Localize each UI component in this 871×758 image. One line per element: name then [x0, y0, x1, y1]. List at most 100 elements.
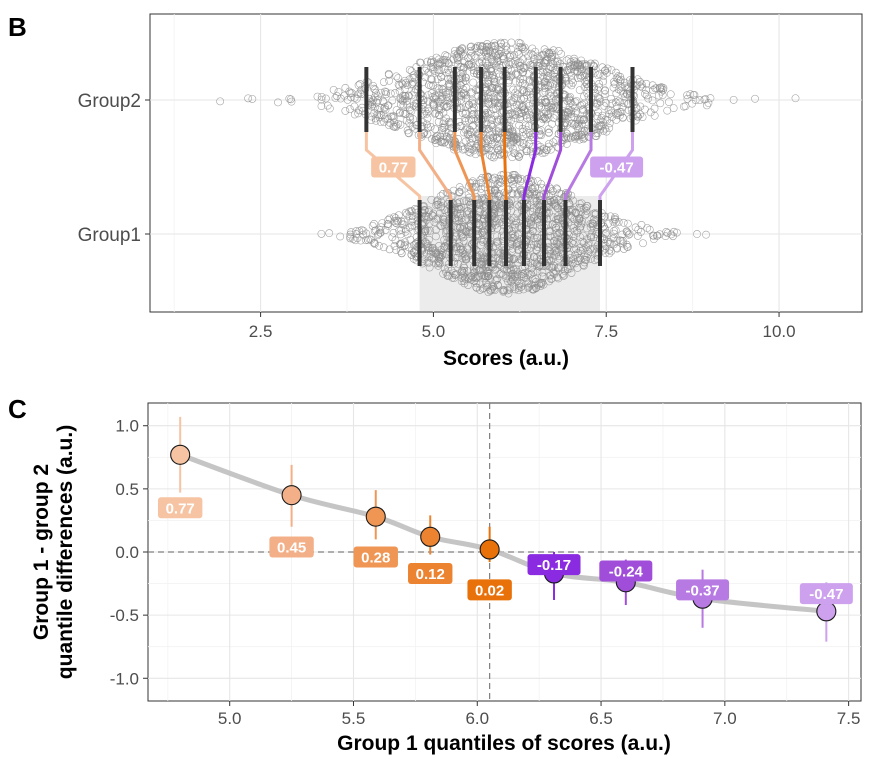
beeswarm-point-group2: [565, 105, 573, 114]
beeswarm-point-group1: [493, 280, 502, 289]
beeswarm-point-group2: [551, 57, 559, 66]
beeswarm-point-group2: [460, 90, 468, 99]
beeswarm-point-group2: [435, 69, 443, 78]
beeswarm-point-group2: [461, 117, 470, 126]
beeswarm-point-group2: [701, 95, 710, 104]
beeswarm-point-group1: [486, 287, 495, 295]
beeswarm-point-group2: [545, 140, 553, 148]
beeswarm-point-group2: [669, 104, 678, 112]
beeswarm-point-group1: [472, 265, 481, 274]
beeswarm-point-group1: [545, 277, 553, 286]
beeswarm-point-group2: [371, 103, 379, 112]
beeswarm-point-group1: [405, 212, 414, 221]
beeswarm-point-group2: [596, 121, 605, 130]
beeswarm-point-group1: [555, 246, 563, 255]
beeswarm-point-group2: [595, 80, 603, 88]
beeswarm-point-group1: [428, 211, 437, 219]
beeswarm-point-group2: [507, 116, 516, 125]
beeswarm-point-group2: [513, 85, 522, 94]
beeswarm-point-group1: [432, 197, 441, 206]
beeswarm-point-group2: [372, 98, 381, 107]
beeswarm-point-group1: [456, 245, 465, 254]
beeswarm-point-group2: [517, 108, 525, 117]
beeswarm-point-group1: [406, 235, 415, 244]
beeswarm-point-group1: [530, 188, 539, 196]
beeswarm-point-group1: [533, 243, 542, 251]
beeswarm-point-group2: [439, 109, 448, 117]
beeswarm-point-group2: [515, 43, 524, 51]
beeswarm-point-group2: [368, 100, 377, 109]
beeswarm-point-group2: [408, 91, 416, 100]
c-label-8-bg: [676, 579, 730, 601]
beeswarm-point-group2: [494, 69, 503, 78]
beeswarm-point-group1: [548, 274, 556, 283]
beeswarm-point-group2: [329, 86, 338, 94]
beeswarm-point-group2: [380, 118, 388, 126]
beeswarm-point-group2: [461, 125, 470, 134]
beeswarm-point-group2: [524, 87, 533, 96]
beeswarm-point-group2: [511, 77, 520, 86]
beeswarm-point-group2: [423, 57, 432, 66]
beeswarm-point-group2: [572, 97, 581, 105]
beeswarm-point-group1: [477, 189, 486, 197]
beeswarm-point-group2: [515, 50, 523, 59]
c-label-9-bg: [799, 583, 853, 605]
beeswarm-point-group2: [642, 91, 651, 100]
beeswarm-point-group2: [567, 81, 576, 90]
beeswarm-point-group1: [531, 278, 540, 286]
beeswarm-point-group2: [423, 97, 432, 105]
beeswarm-point-group1: [550, 262, 559, 270]
c-label-1: 0.77: [157, 497, 203, 519]
beeswarm-point-group1: [530, 213, 539, 222]
c-label-2: 0.45: [269, 536, 314, 558]
beeswarm-point-group1: [527, 243, 535, 252]
beeswarm-point-group1: [465, 193, 473, 202]
beeswarm-point-group1: [458, 271, 467, 280]
beeswarm-point-group2: [442, 93, 451, 101]
beeswarm-point-group2: [274, 98, 282, 107]
beeswarm-point-group2: [515, 121, 524, 130]
beeswarm-point-group1: [375, 226, 384, 234]
beeswarm-point-group1: [507, 277, 516, 286]
beeswarm-point-group2: [516, 75, 525, 84]
beeswarm-point-group1: [578, 237, 587, 246]
decile-link-5: [503, 132, 508, 200]
beeswarm-point-group2: [507, 133, 516, 142]
beeswarm-point-group2: [618, 103, 627, 112]
beeswarm-point-group2: [608, 99, 616, 108]
beeswarm-point-group1: [476, 240, 485, 249]
beeswarm-point-group1: [458, 266, 466, 275]
beeswarm-point-group1: [693, 230, 701, 238]
beeswarm-point-group2: [440, 138, 449, 147]
beeswarm-point-group2: [441, 58, 450, 67]
beeswarm-point-group1: [428, 244, 436, 253]
beeswarm-point-group2: [562, 140, 571, 148]
beeswarm-point-group2: [571, 98, 579, 106]
beeswarm-point-group2: [424, 91, 433, 99]
beeswarm-point-group2: [600, 66, 609, 75]
beeswarm-point-group1: [634, 225, 643, 234]
beeswarm-point-group2: [539, 50, 548, 59]
beeswarm-point-group1: [456, 223, 464, 232]
c-point-2: [281, 485, 302, 506]
beeswarm-point-group2: [530, 55, 538, 63]
beeswarm-point-group2: [483, 124, 492, 133]
beeswarm-point-group1: [578, 217, 587, 226]
beeswarm-point-group1: [439, 214, 447, 223]
beeswarm-point-group2: [429, 98, 437, 107]
beeswarm-point-group1: [429, 254, 438, 263]
beeswarm-point-group2: [409, 78, 418, 87]
beeswarm-point-group1: [582, 209, 591, 218]
beeswarm-point-group1: [611, 226, 620, 235]
beeswarm-point-group2: [388, 96, 397, 105]
beeswarm-point-group2: [609, 83, 618, 92]
panel-b-decile-links: [364, 132, 635, 200]
beeswarm-point-group2: [416, 58, 425, 67]
c-label-3-bg: [353, 546, 398, 568]
beeswarm-point-group2: [467, 42, 476, 51]
beeswarm-point-group1: [576, 233, 585, 241]
beeswarm-point-group2: [467, 89, 476, 98]
beeswarm-point-group2: [516, 113, 525, 121]
beeswarm-point-group2: [287, 97, 296, 106]
beeswarm-point-group2: [518, 109, 526, 118]
